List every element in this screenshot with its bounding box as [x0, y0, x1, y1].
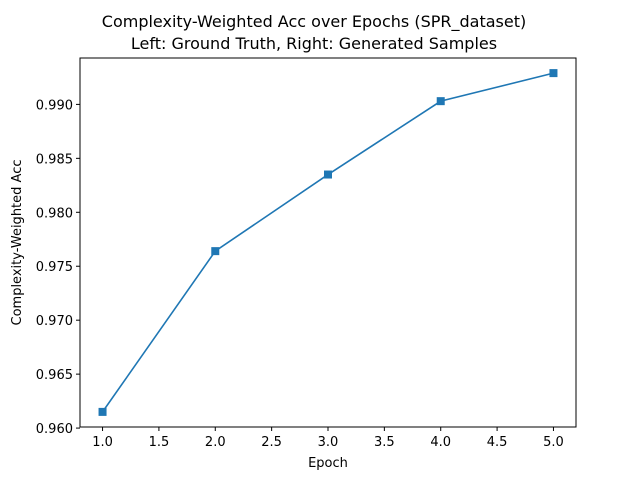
x-tick-label: 2.0 — [205, 435, 226, 450]
data-point — [98, 407, 107, 416]
x-tick-label: 3.5 — [374, 435, 395, 450]
y-axis: 0.960 0.965 0.970 0.975 0.980 0.985 0.990 — [36, 98, 80, 437]
chart-title: Complexity-Weighted Acc over Epochs (SPR… — [102, 12, 526, 32]
x-tick-label: 1.5 — [149, 435, 170, 450]
x-tick-label: 5.0 — [543, 435, 564, 450]
series-line — [101, 72, 554, 413]
data-point — [211, 247, 220, 256]
y-axis-label: Complexity-Weighted Acc — [10, 160, 25, 326]
data-point — [549, 69, 558, 78]
x-tick-label: 2.5 — [261, 435, 282, 450]
axes-frame — [79, 57, 577, 428]
y-tick-label: 0.985 — [36, 152, 73, 167]
x-tick-label: 3.0 — [318, 435, 339, 450]
data-point — [436, 97, 445, 106]
y-tick-label: 0.960 — [36, 422, 73, 437]
y-tick-label: 0.975 — [36, 260, 73, 275]
x-tick-label: 1.0 — [92, 435, 113, 450]
y-tick-label: 0.990 — [36, 98, 73, 113]
y-tick-label: 0.980 — [36, 206, 73, 221]
x-axis-label: Epoch — [308, 456, 348, 471]
y-tick-label: 0.965 — [36, 368, 73, 383]
x-tick-label: 4.5 — [487, 435, 508, 450]
data-point — [324, 170, 332, 179]
y-tick-label: 0.970 — [36, 314, 73, 329]
plot-area — [98, 69, 558, 416]
x-tick-label: 4.0 — [430, 435, 451, 450]
chart-subtitle: Left: Ground Truth, Right: Generated Sam… — [131, 34, 497, 53]
x-axis: 1.0 1.5 2.0 2.5 3.0 3.5 4.0 4.5 5.0 — [92, 427, 564, 450]
